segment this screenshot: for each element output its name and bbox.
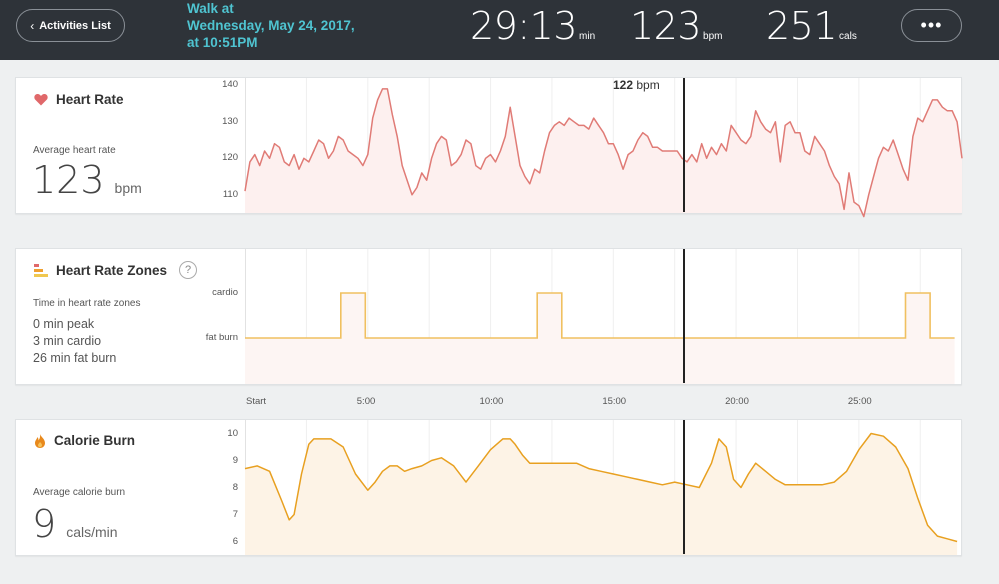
avg-heart-rate-label: Average heart rate xyxy=(33,145,116,156)
chevron-left-icon: ‹ xyxy=(30,18,35,33)
y-tick-label: 140 xyxy=(222,79,238,91)
x-tick-label: Start xyxy=(246,396,267,407)
calorie-burn-title-text: Calorie Burn xyxy=(54,433,136,448)
heart-rate-area xyxy=(245,88,962,217)
activity-title-line2: Wednesday, May 24, 2017, xyxy=(187,18,355,33)
help-icon[interactable]: ? xyxy=(179,261,198,279)
more-options-button[interactable]: ••• xyxy=(901,9,962,42)
y-tick-label: 130 xyxy=(222,115,238,127)
calorie-burn-title: Calorie Burn xyxy=(34,433,135,448)
calorie-burn-area xyxy=(245,433,958,555)
zone-cardio: 3 min cardio xyxy=(33,334,102,348)
zones-subtitle: Time in heart rate zones xyxy=(33,298,141,309)
avg-calorie-burn-value: 9 xyxy=(32,502,57,546)
heart-rate-stat: 123 bpm xyxy=(630,4,722,48)
zones-icon xyxy=(34,263,48,277)
zone-fat-burn: 26 min fat burn xyxy=(33,351,117,365)
heart-rate-series-line xyxy=(244,88,963,218)
cursor-heart-rate-value: 122 xyxy=(613,78,634,92)
flame-icon xyxy=(35,433,45,448)
heart-rate-zones-chart[interactable] xyxy=(245,249,962,384)
x-tick-label: 15:00 xyxy=(602,396,627,407)
heart-rate-unit: bpm xyxy=(703,31,723,42)
calorie-burn-series-line xyxy=(244,432,958,543)
activities-list-label: Activities List xyxy=(39,19,111,32)
x-tick-label: 25:00 xyxy=(847,396,872,407)
x-tick-label: 10:00 xyxy=(479,396,504,407)
heart-rate-value: 123 xyxy=(630,4,702,48)
activity-title: Walk at Wednesday, May 24, 2017, at 10:5… xyxy=(187,0,355,51)
calories-unit: cals xyxy=(839,31,857,42)
y-tick-label: fat burn xyxy=(205,332,238,343)
duration-value: 29:13 xyxy=(470,4,578,48)
calories-stat: 251 cals xyxy=(766,4,857,48)
calorie-burn-chart[interactable] xyxy=(244,420,962,555)
y-tick-label: 120 xyxy=(222,152,238,164)
avg-heart-rate: 123 bpm xyxy=(32,158,142,202)
avg-calorie-burn-label: Average calorie burn xyxy=(33,487,126,498)
duration-unit: min xyxy=(579,31,596,42)
heart-rate-title: Heart Rate xyxy=(34,92,124,107)
heart-rate-zones-title-text: Heart Rate Zones xyxy=(56,262,168,278)
y-tick-label: 9 xyxy=(232,454,238,466)
activity-title-line3: at 10:51PM xyxy=(187,35,258,50)
x-tick-label: 5:00 xyxy=(356,396,376,407)
activities-list-button[interactable]: ‹ Activities List xyxy=(16,9,125,42)
time-cursor-line[interactable] xyxy=(683,249,685,383)
more-icon: ••• xyxy=(920,15,943,35)
duration-stat: 29:13 min xyxy=(470,4,595,48)
calories-value: 251 xyxy=(766,4,838,48)
zone-peak: 0 min peak xyxy=(33,317,95,331)
y-tick-label: 10 xyxy=(227,427,238,439)
y-tick-label: 110 xyxy=(222,188,238,200)
heart-icon xyxy=(34,93,48,106)
heart-rate-zones-title: Heart Rate Zones ? xyxy=(34,261,198,279)
y-tick-label: 8 xyxy=(232,481,238,493)
y-tick-label: cardio xyxy=(212,287,238,298)
heart-rate-title-text: Heart Rate xyxy=(56,92,124,107)
cursor-heart-rate-unit: bpm xyxy=(636,78,660,92)
y-tick-label: 6 xyxy=(232,535,238,547)
activity-title-line1: Walk at xyxy=(187,1,234,16)
activity-header: ‹ Activities List Walk at Wednesday, May… xyxy=(0,0,999,60)
time-cursor-line[interactable] xyxy=(683,420,685,554)
time-cursor-line[interactable] xyxy=(683,78,685,212)
avg-calorie-burn: 9 cals/min xyxy=(32,502,118,546)
avg-heart-rate-value: 123 xyxy=(32,158,105,202)
avg-calorie-burn-unit: cals/min xyxy=(66,524,118,540)
y-tick-label: 7 xyxy=(232,508,238,520)
avg-heart-rate-unit: bpm xyxy=(114,180,142,196)
x-tick-label: 20:00 xyxy=(725,396,749,407)
zones-series-line xyxy=(245,292,955,339)
cursor-heart-rate-readout: 122 bpm xyxy=(613,78,660,92)
heart-rate-chart[interactable] xyxy=(244,78,963,218)
